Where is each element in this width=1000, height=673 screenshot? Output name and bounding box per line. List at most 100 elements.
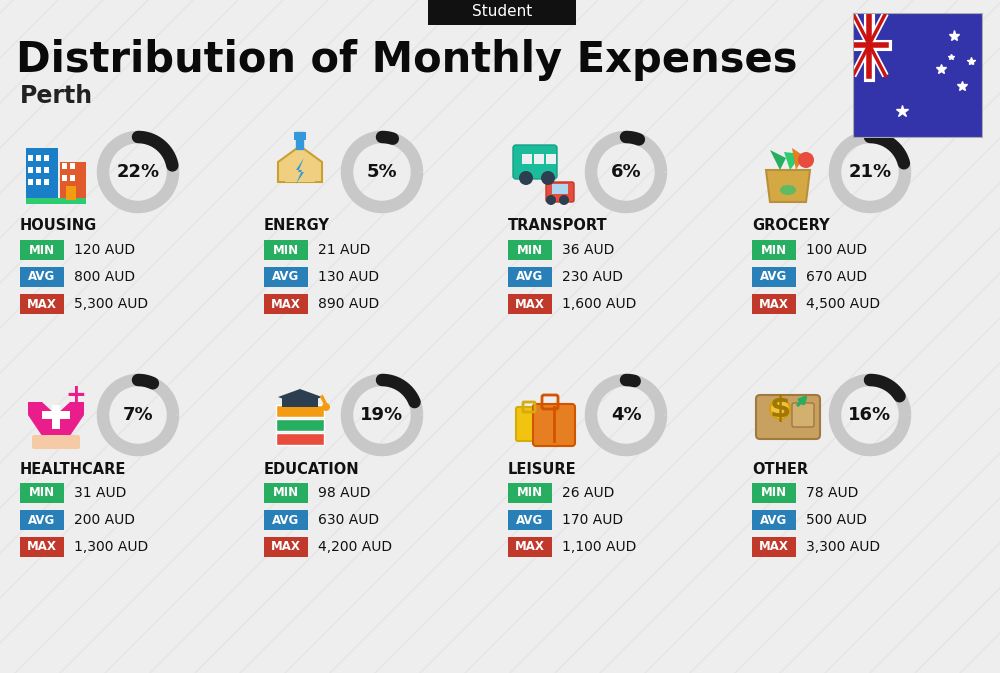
FancyBboxPatch shape: [752, 510, 796, 530]
FancyBboxPatch shape: [26, 198, 86, 204]
FancyBboxPatch shape: [264, 537, 308, 557]
Text: MAX: MAX: [759, 297, 789, 310]
Text: MIN: MIN: [517, 487, 543, 499]
FancyBboxPatch shape: [264, 294, 308, 314]
FancyBboxPatch shape: [20, 240, 64, 260]
Text: 4,200 AUD: 4,200 AUD: [318, 540, 392, 554]
FancyBboxPatch shape: [32, 435, 80, 449]
Polygon shape: [278, 146, 322, 182]
FancyBboxPatch shape: [264, 267, 308, 287]
FancyBboxPatch shape: [752, 267, 796, 287]
Text: MAX: MAX: [271, 297, 301, 310]
Text: 5,300 AUD: 5,300 AUD: [74, 297, 148, 311]
Text: 670 AUD: 670 AUD: [806, 270, 867, 284]
FancyBboxPatch shape: [752, 294, 796, 314]
Text: MIN: MIN: [273, 487, 299, 499]
Circle shape: [770, 399, 790, 419]
FancyBboxPatch shape: [534, 154, 544, 164]
Text: 16%: 16%: [848, 406, 892, 424]
FancyBboxPatch shape: [20, 510, 64, 530]
FancyBboxPatch shape: [508, 537, 552, 557]
Text: MIN: MIN: [761, 487, 787, 499]
FancyBboxPatch shape: [522, 154, 532, 164]
Text: 800 AUD: 800 AUD: [74, 270, 135, 284]
FancyBboxPatch shape: [276, 405, 324, 417]
Text: MIN: MIN: [29, 487, 55, 499]
FancyBboxPatch shape: [36, 167, 40, 173]
FancyBboxPatch shape: [301, 132, 306, 140]
FancyBboxPatch shape: [792, 403, 814, 427]
Text: AVG: AVG: [272, 513, 300, 526]
Text: 230 AUD: 230 AUD: [562, 270, 623, 284]
Text: 120 AUD: 120 AUD: [74, 243, 135, 257]
FancyBboxPatch shape: [546, 154, 556, 164]
FancyBboxPatch shape: [508, 240, 552, 260]
Text: LEISURE: LEISURE: [508, 462, 577, 476]
FancyBboxPatch shape: [552, 184, 568, 194]
FancyBboxPatch shape: [752, 483, 796, 503]
FancyBboxPatch shape: [533, 404, 575, 446]
FancyBboxPatch shape: [44, 179, 48, 185]
Polygon shape: [28, 402, 84, 446]
Text: HOUSING: HOUSING: [20, 219, 97, 234]
Text: 36 AUD: 36 AUD: [562, 243, 614, 257]
FancyBboxPatch shape: [752, 537, 796, 557]
FancyBboxPatch shape: [20, 294, 64, 314]
FancyBboxPatch shape: [264, 240, 308, 260]
Text: 500 AUD: 500 AUD: [806, 513, 867, 527]
Text: MAX: MAX: [271, 540, 301, 553]
Text: MAX: MAX: [515, 297, 545, 310]
FancyBboxPatch shape: [264, 483, 308, 503]
Text: 200 AUD: 200 AUD: [74, 513, 135, 527]
Text: 1,300 AUD: 1,300 AUD: [74, 540, 148, 554]
FancyBboxPatch shape: [62, 175, 66, 181]
Text: Distribution of Monthly Expenses: Distribution of Monthly Expenses: [16, 39, 798, 81]
Circle shape: [519, 171, 533, 185]
Circle shape: [559, 195, 569, 205]
FancyBboxPatch shape: [70, 163, 74, 169]
Text: AVG: AVG: [760, 513, 788, 526]
Text: 4%: 4%: [611, 406, 641, 424]
Text: TRANSPORT: TRANSPORT: [508, 219, 608, 234]
FancyBboxPatch shape: [60, 162, 86, 200]
FancyBboxPatch shape: [516, 407, 548, 441]
Text: MAX: MAX: [515, 540, 545, 553]
FancyBboxPatch shape: [752, 240, 796, 260]
Text: MAX: MAX: [27, 540, 57, 553]
Text: 100 AUD: 100 AUD: [806, 243, 867, 257]
Text: MIN: MIN: [273, 244, 299, 256]
Text: MIN: MIN: [29, 244, 55, 256]
FancyBboxPatch shape: [20, 537, 64, 557]
FancyBboxPatch shape: [20, 267, 64, 287]
Polygon shape: [770, 150, 786, 170]
FancyBboxPatch shape: [66, 186, 76, 200]
FancyBboxPatch shape: [44, 167, 48, 173]
Text: 4,500 AUD: 4,500 AUD: [806, 297, 880, 311]
Text: MIN: MIN: [761, 244, 787, 256]
Text: 7%: 7%: [123, 406, 153, 424]
Text: 630 AUD: 630 AUD: [318, 513, 379, 527]
Text: MAX: MAX: [27, 297, 57, 310]
FancyBboxPatch shape: [52, 405, 60, 429]
Text: GROCERY: GROCERY: [752, 219, 830, 234]
Text: HEALTHCARE: HEALTHCARE: [20, 462, 126, 476]
FancyBboxPatch shape: [26, 148, 58, 200]
Text: 130 AUD: 130 AUD: [318, 270, 379, 284]
Text: MIN: MIN: [517, 244, 543, 256]
Text: 21 AUD: 21 AUD: [318, 243, 370, 257]
Text: MAX: MAX: [759, 540, 789, 553]
FancyBboxPatch shape: [28, 155, 32, 161]
Text: 78 AUD: 78 AUD: [806, 486, 858, 500]
FancyBboxPatch shape: [285, 162, 315, 182]
FancyBboxPatch shape: [282, 397, 318, 407]
FancyBboxPatch shape: [36, 179, 40, 185]
Text: 170 AUD: 170 AUD: [562, 513, 623, 527]
Ellipse shape: [780, 185, 796, 195]
FancyBboxPatch shape: [508, 510, 552, 530]
Text: Perth: Perth: [20, 84, 93, 108]
FancyBboxPatch shape: [508, 294, 552, 314]
FancyBboxPatch shape: [28, 167, 32, 173]
FancyBboxPatch shape: [20, 483, 64, 503]
FancyBboxPatch shape: [294, 132, 299, 140]
Text: 98 AUD: 98 AUD: [318, 486, 370, 500]
